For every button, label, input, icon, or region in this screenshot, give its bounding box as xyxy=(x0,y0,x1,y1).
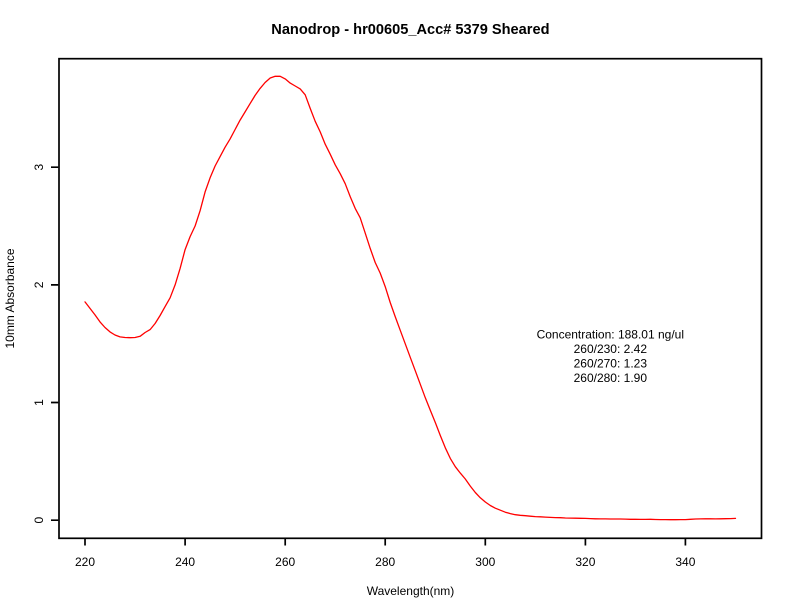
svg-text:Wavelength(nm): Wavelength(nm) xyxy=(367,584,455,598)
svg-text:240: 240 xyxy=(175,555,195,569)
svg-text:260/230: 2.42: 260/230: 2.42 xyxy=(574,342,648,356)
svg-text:280: 280 xyxy=(375,555,395,569)
svg-text:320: 320 xyxy=(575,555,595,569)
svg-text:Nanodrop - hr00605_Acc# 5379 S: Nanodrop - hr00605_Acc# 5379 Sheared xyxy=(271,22,549,38)
svg-text:260: 260 xyxy=(275,555,295,569)
svg-text:260/270: 1.23: 260/270: 1.23 xyxy=(574,357,648,371)
svg-text:Concentration: 188.01 ng/ul: Concentration: 188.01 ng/ul xyxy=(537,328,684,342)
svg-text:0: 0 xyxy=(32,517,46,524)
svg-text:3: 3 xyxy=(32,164,46,171)
svg-text:220: 220 xyxy=(75,555,95,569)
svg-text:260/280: 1.90: 260/280: 1.90 xyxy=(574,371,648,385)
svg-text:340: 340 xyxy=(675,555,695,569)
svg-text:10mm Absorbance: 10mm Absorbance xyxy=(3,248,17,348)
svg-text:2: 2 xyxy=(32,281,46,288)
svg-text:1: 1 xyxy=(32,399,46,406)
svg-text:300: 300 xyxy=(475,555,495,569)
